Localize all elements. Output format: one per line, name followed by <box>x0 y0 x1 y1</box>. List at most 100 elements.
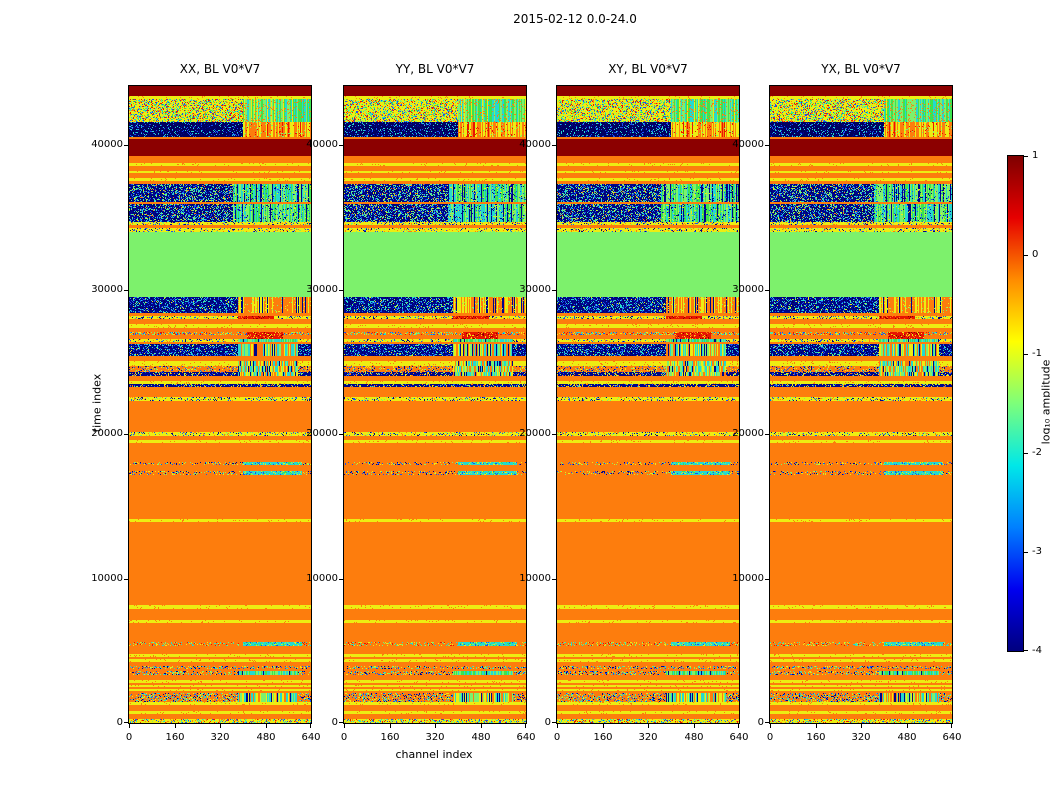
x-tick-mark <box>816 724 817 728</box>
x-tick-label: 480 <box>684 732 704 743</box>
y-tick-label: 10000 <box>519 573 551 584</box>
x-tick-mark <box>648 724 649 728</box>
x-tick-label: 640 <box>729 732 749 743</box>
x-tick-label: 640 <box>942 732 962 743</box>
x-tick-label: 0 <box>766 732 774 743</box>
y-tick-mark <box>339 722 343 723</box>
x-tick-mark <box>344 724 345 728</box>
y-tick-mark <box>765 290 769 291</box>
y-tick-mark <box>552 579 556 580</box>
x-tick-label: 0 <box>553 732 561 743</box>
panel-title-yy: YY, BL V0*V7 <box>395 62 475 76</box>
panel-title-xy: XY, BL V0*V7 <box>608 62 688 76</box>
y-tick-mark <box>124 290 128 291</box>
y-tick-mark <box>339 145 343 146</box>
y-tick-mark <box>552 722 556 723</box>
y-tick-label: 30000 <box>306 284 338 295</box>
x-tick-mark <box>951 724 952 728</box>
y-tick-label: 30000 <box>732 284 764 295</box>
x-tick-mark <box>694 724 695 728</box>
colorbar-tick-label: -1 <box>1032 348 1042 359</box>
x-tick-mark <box>435 724 436 728</box>
x-tick-label: 160 <box>593 732 613 743</box>
colorbar-gradient <box>1008 156 1023 651</box>
x-tick-mark <box>907 724 908 728</box>
x-tick-mark <box>603 724 604 728</box>
y-tick-label: 20000 <box>732 428 764 439</box>
x-tick-mark <box>861 724 862 728</box>
heatmap-panel-xy: XY, BL V0*V7 0 10000 20000 30000 40000 0 160 32… <box>519 62 748 743</box>
y-tick-label: 40000 <box>519 139 551 150</box>
y-tick-mark <box>765 579 769 580</box>
y-tick-mark <box>765 722 769 723</box>
x-tick-label: 640 <box>516 732 536 743</box>
y-tick-mark <box>124 722 128 723</box>
heatmap-panel-yx: YX, BL V0*V7 0 10000 20000 30000 40000 0 160 32… <box>732 62 961 743</box>
x-tick-mark <box>525 724 526 728</box>
y-tick-label: 0 <box>544 717 551 728</box>
y-tick-mark <box>124 145 128 146</box>
y-tick-label: 0 <box>757 717 764 728</box>
y-tick-label: 20000 <box>91 428 123 439</box>
x-tick-label: 0 <box>125 732 133 743</box>
y-tick-label: 30000 <box>91 284 123 295</box>
heatmap-canvas-xy <box>557 86 739 723</box>
heatmap-panel-yy: YY, BL V0*V7 0 10000 20000 30000 40000 0 160 32… <box>306 62 535 743</box>
x-tick-label: 480 <box>256 732 276 743</box>
x-tick-label: 160 <box>806 732 826 743</box>
colorbar-tick-mark <box>1024 453 1028 454</box>
y-tick-label: 40000 <box>732 139 764 150</box>
y-tick-mark <box>552 290 556 291</box>
x-tick-label: 160 <box>165 732 185 743</box>
y-tick-mark <box>339 434 343 435</box>
x-tick-label: 320 <box>425 732 445 743</box>
figure-title: 2015-02-12 0.0-24.0 <box>513 12 637 26</box>
colorbar-tick-label: 1 <box>1032 150 1039 161</box>
y-tick-mark <box>339 290 343 291</box>
x-tick-mark <box>220 724 221 728</box>
colorbar-tick-label: -3 <box>1032 546 1042 557</box>
colorbar-tick-label: -4 <box>1032 645 1042 656</box>
y-tick-mark <box>765 434 769 435</box>
y-tick-label: 40000 <box>306 139 338 150</box>
y-tick-label: 10000 <box>91 573 123 584</box>
x-tick-label: 320 <box>638 732 658 743</box>
x-tick-mark <box>310 724 311 728</box>
y-tick-label: 40000 <box>91 139 123 150</box>
x-tick-label: 0 <box>340 732 348 743</box>
x-tick-mark <box>770 724 771 728</box>
colorbar-tick-label: 0 <box>1032 249 1039 260</box>
y-tick-mark <box>124 579 128 580</box>
heatmap-canvas-yy <box>344 86 526 723</box>
heatmap-panel-xx: XX, BL V0*V7 0 10000 20000 30000 40000 0 160 32… <box>91 62 320 743</box>
y-tick-label: 20000 <box>306 428 338 439</box>
x-tick-mark <box>175 724 176 728</box>
x-tick-mark <box>557 724 558 728</box>
y-tick-label: 30000 <box>519 284 551 295</box>
x-tick-label: 480 <box>897 732 917 743</box>
colorbar-tick-label: -2 <box>1032 447 1042 458</box>
x-tick-mark <box>738 724 739 728</box>
y-tick-mark <box>552 145 556 146</box>
colorbar-tick-mark <box>1024 552 1028 553</box>
colorbar-tick-mark <box>1024 156 1028 157</box>
x-tick-mark <box>481 724 482 728</box>
y-tick-label: 10000 <box>732 573 764 584</box>
x-tick-mark <box>390 724 391 728</box>
colorbar-label: log₁₀ amplitude <box>1039 359 1050 445</box>
y-tick-label: 10000 <box>306 573 338 584</box>
y-axis-label: time index <box>90 373 104 433</box>
heatmap-canvas-xx <box>129 86 311 723</box>
x-tick-label: 320 <box>851 732 871 743</box>
heatmap-canvas-yx <box>770 86 952 723</box>
x-tick-mark <box>129 724 130 728</box>
colorbar-tick-mark <box>1024 354 1028 355</box>
y-tick-label: 20000 <box>519 428 551 439</box>
x-tick-mark <box>266 724 267 728</box>
x-axis-label: channel index <box>395 748 473 761</box>
y-tick-mark <box>552 434 556 435</box>
x-tick-label: 160 <box>380 732 400 743</box>
x-tick-label: 640 <box>301 732 321 743</box>
x-tick-label: 480 <box>471 732 491 743</box>
x-tick-label: 320 <box>210 732 230 743</box>
